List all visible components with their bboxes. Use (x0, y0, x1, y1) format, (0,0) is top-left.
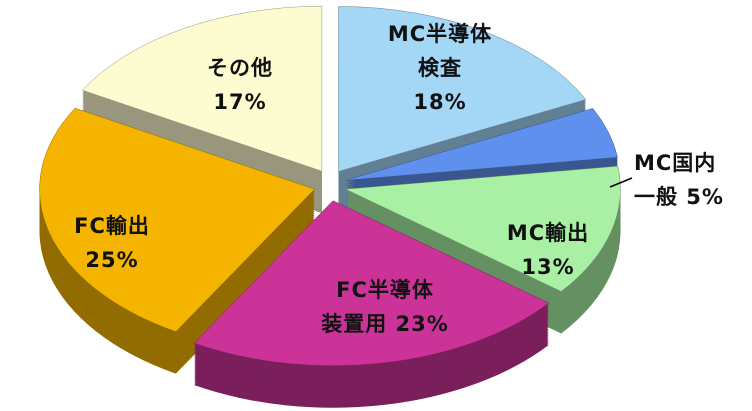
slice-label: FC輸出 25% (74, 209, 150, 277)
slice (338, 6, 587, 214)
slice-label: MC国内 一般 5% (634, 146, 724, 214)
slice-top (39, 107, 316, 332)
slice-top (338, 6, 587, 172)
slice-top (345, 108, 618, 181)
slice-label: MC輸出 13% (507, 216, 589, 284)
category-label: その他 (207, 56, 273, 80)
slice-top (344, 165, 621, 292)
value-label: 17% (213, 90, 267, 114)
slice-label: FC半導体 装置用 23% (321, 273, 449, 341)
slice (81, 5, 323, 214)
slice-label: その他 17% (207, 51, 273, 119)
category-label: FC半導体 装置用 (321, 278, 434, 336)
slice-label: MC半導体 検査 18% (388, 17, 492, 119)
value-label: 5% (678, 185, 724, 209)
category-label: MC半導体 検査 (387, 22, 493, 80)
leader-line (609, 177, 633, 188)
slice-top (81, 5, 323, 172)
value-label: 23% (387, 312, 449, 336)
value-label: 13% (521, 255, 575, 279)
slice-top (193, 200, 550, 366)
category-label: MC国内 一般 (634, 151, 717, 209)
category-label: MC輸出 (506, 221, 590, 245)
slice (39, 107, 316, 374)
value-label: 18% (413, 90, 467, 114)
slice (193, 200, 550, 408)
category-label: FC輸出 (74, 214, 150, 238)
value-label: 25% (85, 248, 139, 272)
